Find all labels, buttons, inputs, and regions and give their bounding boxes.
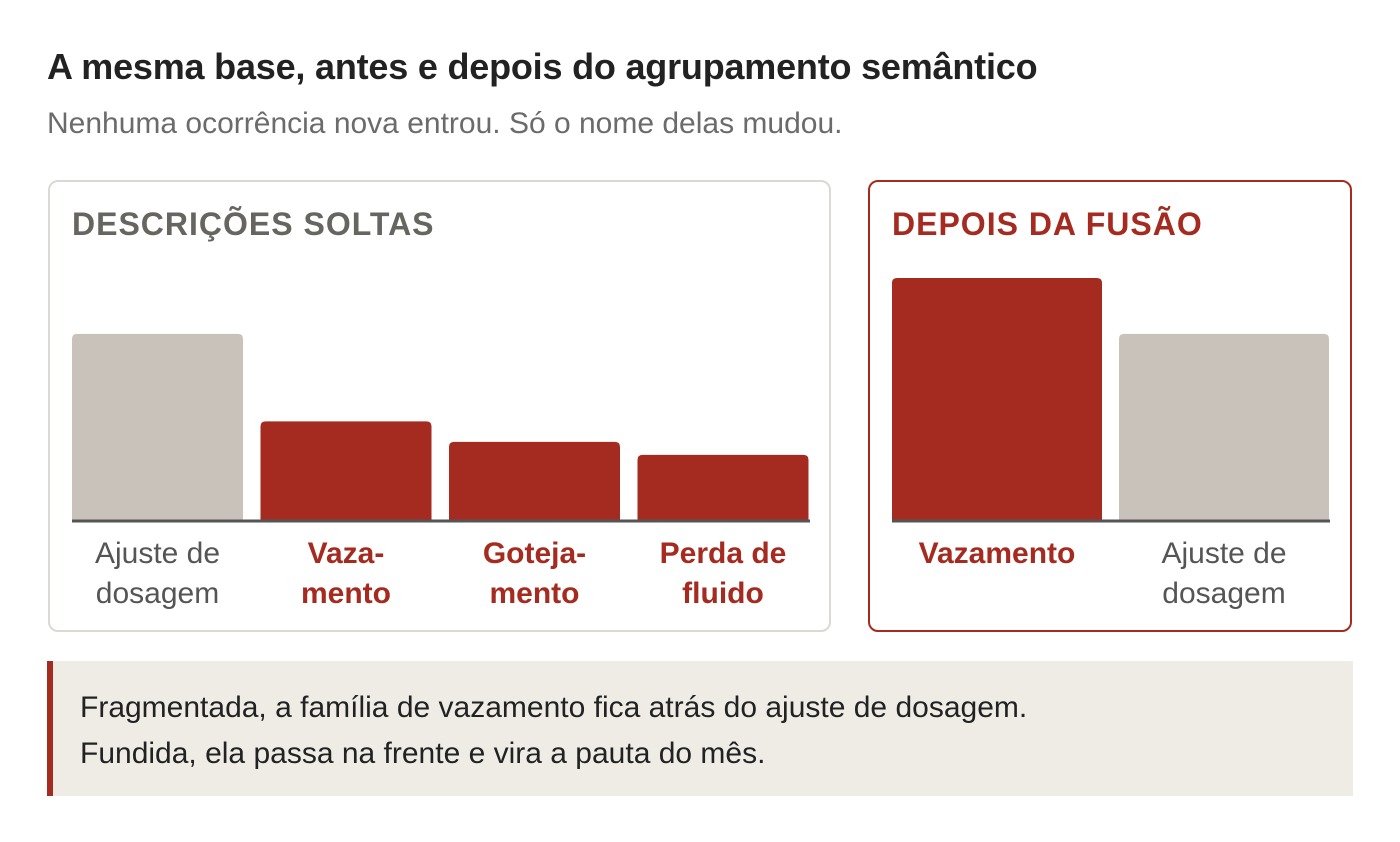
chart-after xyxy=(892,278,1330,523)
chart-title: A mesma base, antes e depois do agrupame… xyxy=(47,46,1038,87)
insight-line-2: Fundida, ela passa na frente e vira a pa… xyxy=(80,737,766,770)
bar xyxy=(260,421,432,520)
bar xyxy=(449,441,620,520)
bar xyxy=(1119,333,1329,520)
tick-label: Ajuste de dosagem xyxy=(1161,537,1287,610)
tick-label: Vazamento xyxy=(918,537,1076,570)
bar xyxy=(72,333,243,520)
insight-note: Fragmentada, a família de vazamento fica… xyxy=(47,661,1353,796)
panel-before: DESCRIÇÕES SOLTAS Ajuste de dosagem Vaza-… xyxy=(48,180,831,632)
bar xyxy=(637,454,809,520)
tick-label: Ajuste de dosagem xyxy=(94,537,221,610)
tick-label: Vaza- mento xyxy=(301,537,391,610)
bar xyxy=(892,278,1102,520)
chart-before xyxy=(72,333,810,523)
panel-after: DEPOIS DA FUSÃO Vazamento Ajuste de dosag… xyxy=(868,180,1352,632)
tick-label: Perda de fluido xyxy=(659,537,787,610)
chart-subtitle: Nenhuma ocorrência nova entrou. Só o nom… xyxy=(47,107,843,140)
panel-before-title: DESCRIÇÕES SOLTAS xyxy=(72,206,435,242)
tick-label: Goteja- mento xyxy=(482,537,587,610)
panel-after-title: DEPOIS DA FUSÃO xyxy=(892,206,1203,242)
insight-line-1: Fragmentada, a família de vazamento fica… xyxy=(80,691,1028,724)
